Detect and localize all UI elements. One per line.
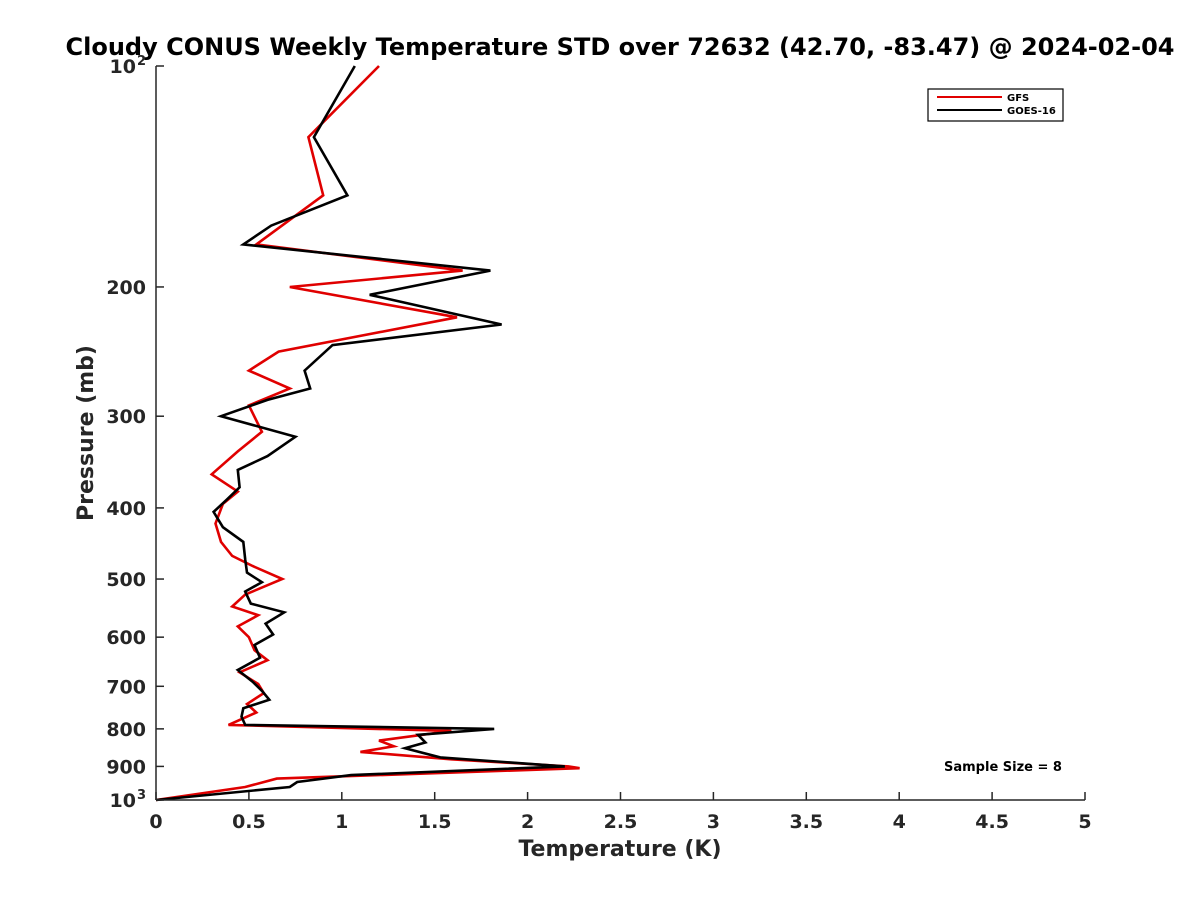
y-tick-label: 10 xyxy=(110,790,136,812)
series-line-goes16 xyxy=(155,65,565,802)
y-tick-label: 10 xyxy=(110,56,136,78)
x-tick-label: 3 xyxy=(707,811,720,833)
x-tick-label: 4 xyxy=(893,811,906,833)
legend-label-goes16: GOES-16 xyxy=(1007,106,1056,117)
y-tick-label: 200 xyxy=(106,277,146,299)
y-tick-label: 800 xyxy=(106,719,146,741)
legend-label-gfs: GFS xyxy=(1007,93,1029,104)
x-axis-label: Temperature (K) xyxy=(518,837,721,862)
legend: GFS GOES-16 xyxy=(927,88,1064,122)
y-axis-label: Pressure (mb) xyxy=(74,345,99,521)
x-tick-label: 0 xyxy=(149,811,162,833)
y-tick-exponent: 2 xyxy=(137,54,146,69)
y-tick-label: 600 xyxy=(106,627,146,649)
y-tick-label: 900 xyxy=(106,756,146,778)
x-tick-label: 2.5 xyxy=(604,811,638,833)
series-layer xyxy=(155,65,580,802)
x-tick-label: 2 xyxy=(521,811,534,833)
y-tick-label: 700 xyxy=(106,676,146,698)
x-tick-label: 5 xyxy=(1078,811,1091,833)
x-tick-label: 0.5 xyxy=(232,811,266,833)
x-tick-label: 1.5 xyxy=(418,811,452,833)
x-tick-label: 1 xyxy=(335,811,348,833)
y-tick-label: 300 xyxy=(106,406,146,428)
chart-title: Cloudy CONUS Weekly Temperature STD over… xyxy=(66,33,1175,61)
sample-size-annotation: Sample Size = 8 xyxy=(944,760,1062,775)
y-tick-exponent: 3 xyxy=(137,788,146,803)
y-tick-label: 400 xyxy=(106,498,146,520)
x-ticks: 0 0.5 1 1.5 2 2.5 3 3.5 4 4.5 5 xyxy=(149,792,1092,833)
x-tick-label: 3.5 xyxy=(789,811,823,833)
legend-box xyxy=(927,88,1064,122)
series-line-gfs xyxy=(155,65,580,802)
y-tick-label: 500 xyxy=(106,569,146,591)
x-tick-label: 4.5 xyxy=(975,811,1009,833)
